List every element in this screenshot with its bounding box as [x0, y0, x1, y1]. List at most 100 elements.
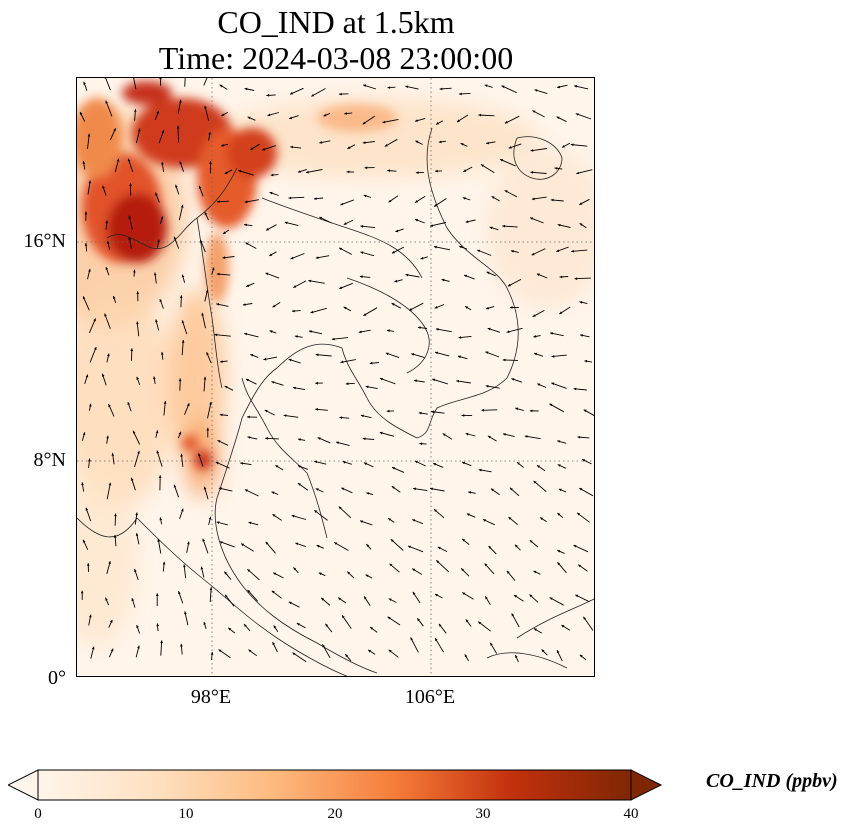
wind-vector-head	[415, 140, 419, 144]
wind-vector-head	[459, 245, 463, 249]
wind-vector-head	[91, 646, 95, 650]
wind-vector-head	[530, 217, 534, 220]
wind-vector	[432, 378, 448, 385]
wind-vector-head	[549, 597, 553, 600]
wind-vector-head	[247, 569, 251, 572]
wind-vector-head	[247, 116, 251, 120]
wind-vector-head	[435, 351, 438, 355]
wind-vector-head	[487, 435, 491, 439]
wind-vector-head	[485, 596, 488, 600]
wind-vector-head	[244, 489, 248, 492]
wind-vector-head	[489, 226, 493, 230]
wind-vector-head	[155, 593, 159, 596]
wind-vector-head	[127, 158, 131, 162]
wind-vector-head	[415, 219, 418, 222]
wind-vector-head	[340, 360, 344, 364]
wind-vector-head	[204, 105, 207, 109]
wind-vector-head	[336, 441, 339, 445]
wind-vector-head	[534, 89, 538, 92]
wind-vector-head	[559, 311, 563, 314]
wind-vector-head	[459, 92, 462, 96]
wind-vector-head	[289, 116, 293, 120]
wind-vector-head	[363, 194, 367, 198]
wind-vector	[203, 78, 208, 86]
wind-vector-head	[364, 166, 368, 170]
wind-vector	[104, 313, 111, 329]
wind-vector-head	[105, 220, 109, 224]
wind-vector-head	[113, 128, 116, 132]
wind-vector-head	[485, 384, 489, 388]
wind-vector-head	[462, 538, 466, 542]
wind-vector-head	[488, 546, 492, 549]
wind-vector-head	[577, 435, 581, 439]
wind-vector-head	[533, 628, 537, 631]
wind-vector-head	[156, 110, 159, 114]
wind-vector-head	[83, 539, 86, 543]
wind-vector-head	[135, 533, 139, 536]
wind-vector-head	[360, 414, 364, 418]
wind-vector-head	[506, 570, 510, 574]
wind-vector-head	[290, 145, 293, 149]
wind-vector-head	[461, 414, 465, 417]
wind-vector	[133, 78, 137, 90]
wind-vector	[433, 246, 450, 251]
wind-vector-head	[221, 143, 224, 147]
wind-vector-head	[344, 112, 347, 115]
wind-vector-head	[247, 415, 250, 419]
wind-vector-head	[579, 202, 583, 205]
wind-vector-head	[515, 544, 518, 548]
wind-vector-head	[556, 116, 560, 120]
wind-vector-head	[214, 333, 218, 337]
wind-vector	[184, 78, 186, 87]
wind-vector-head	[88, 180, 92, 184]
wind-vector-head	[549, 403, 553, 407]
wind-vector-head	[216, 521, 220, 524]
wind-vector-head	[137, 450, 140, 454]
wind-vector-head	[386, 409, 390, 413]
wind-vector-head	[524, 435, 528, 438]
colorbar-max-extend	[630, 769, 663, 801]
wind-vector-head	[323, 113, 327, 117]
wind-vector-head	[533, 335, 537, 338]
wind-vector-head	[438, 623, 442, 627]
wind-vector-head	[244, 624, 247, 627]
wind-vector-head	[557, 223, 561, 227]
wind-vector-head	[365, 574, 369, 578]
wind-vector-head	[105, 267, 109, 270]
wind-vector-head	[203, 621, 206, 625]
wind-vector-head	[224, 171, 228, 174]
wind-vector-head	[288, 196, 292, 200]
wind-vector-head	[417, 326, 421, 329]
wind-vector-head	[153, 272, 157, 276]
wind-vector-head	[288, 601, 292, 605]
wind-vector-head	[395, 229, 399, 233]
wind-vector-head	[163, 401, 167, 404]
wind-vector-head	[219, 84, 223, 88]
wind-vector-head	[133, 109, 137, 112]
wind-vector-head	[159, 299, 163, 302]
wind-vector-head	[536, 273, 540, 277]
wind-vector-head	[315, 381, 318, 385]
wind-vector-head	[486, 306, 489, 310]
wind-vector-head	[574, 277, 578, 280]
wind-vector-head	[385, 352, 389, 356]
wind-vector-head	[347, 146, 351, 149]
wind-vector-head	[551, 355, 555, 358]
wind-vector-head	[571, 249, 574, 253]
wind-vector-head	[160, 640, 163, 644]
wind-vector-head	[198, 453, 201, 457]
wind-vector-head	[85, 507, 89, 511]
wind-vector-head	[389, 563, 393, 567]
wind-vector-head	[173, 236, 177, 240]
wind-vector-head	[155, 430, 159, 434]
wind-vector-head	[412, 591, 416, 595]
wind-vector-head	[465, 619, 469, 623]
wind-vector	[549, 403, 565, 413]
wind-vector	[434, 637, 444, 653]
wind-vector-head	[290, 91, 293, 95]
wind-vector-head	[293, 285, 297, 288]
wind-vector-head	[490, 642, 493, 646]
wind-vector-head	[250, 354, 254, 357]
wind-vector-head	[436, 560, 440, 564]
wind-vector-head	[342, 615, 345, 619]
